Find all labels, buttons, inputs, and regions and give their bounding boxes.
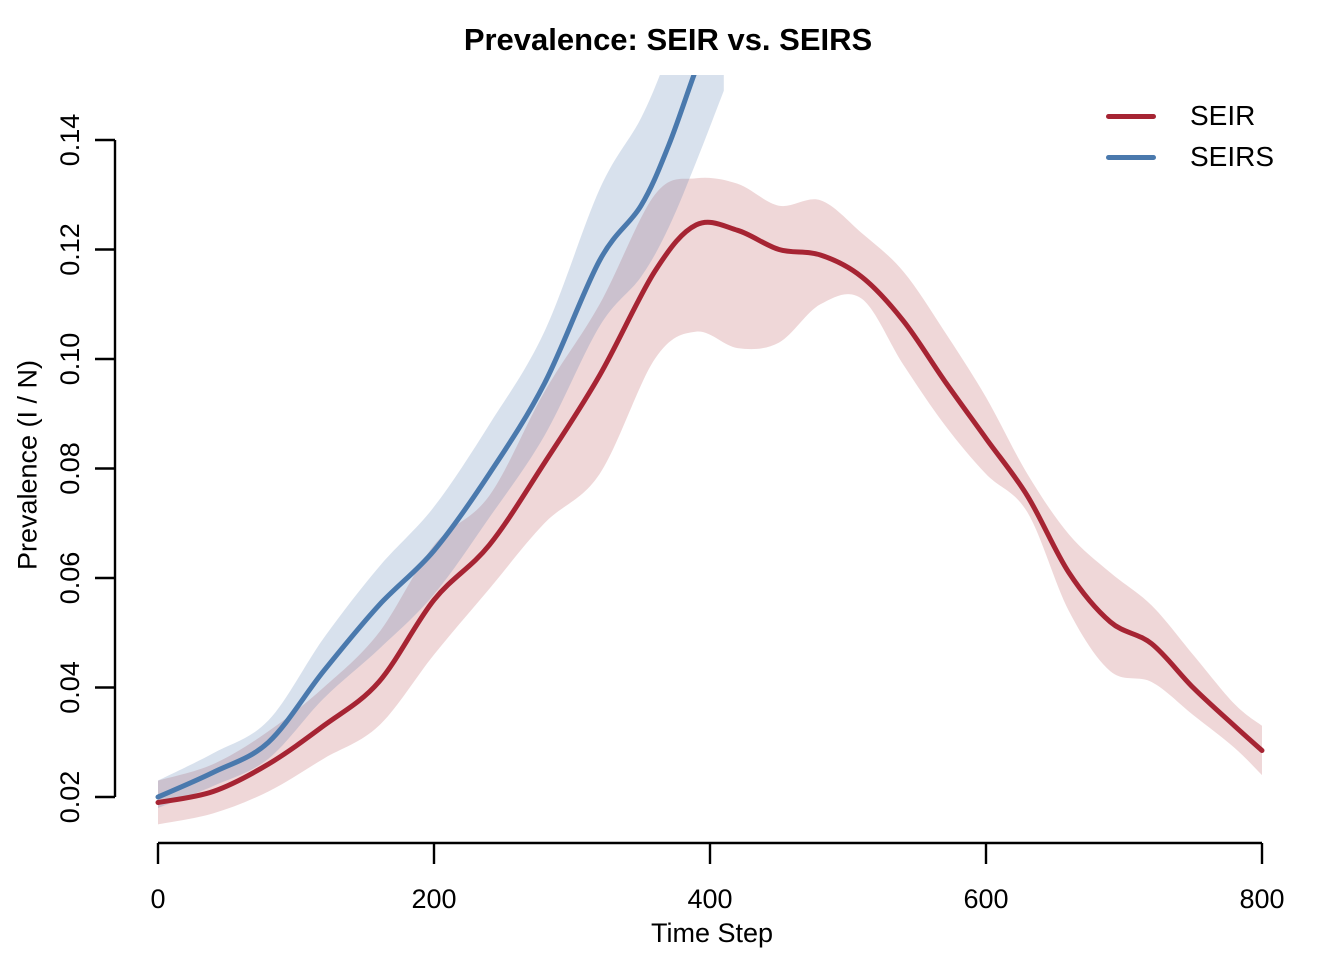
x-tick-label: 400 [687,884,732,914]
x-tick-label: 0 [150,884,165,914]
y-tick-label: 0.04 [55,661,85,714]
y-tick-label: 0.06 [55,552,85,605]
axes: 0.02 0.04 0.06 0.08 0.10 0.12 0.14 0 200 400 600 80… [55,114,1284,914]
seir-confidence-band [158,177,1262,825]
legend: SEIR SEIRS [1106,100,1274,173]
chart-title: Prevalence: SEIR vs. SEIRS [463,22,873,57]
seirs-confidence-band [158,75,724,808]
seir-mean-line [155,219,1265,805]
seirs-mean-line [155,75,697,800]
y-tick-label: 0.02 [55,771,85,824]
x-axis-title: Time Step [650,918,774,948]
y-tick-label: 0.12 [55,223,85,276]
y-tick-label: 0.10 [55,333,85,386]
seir-line-swatch [1106,113,1156,119]
y-tick-label: 0.08 [55,442,85,495]
plot-area [155,75,1265,825]
legend-item-seir: SEIR [1106,100,1274,132]
x-tick-label: 600 [963,884,1008,914]
y-tick-label: 0.14 [55,114,85,167]
legend-item-seirs: SEIRS [1106,141,1274,173]
legend-label-seirs: SEIRS [1190,141,1275,173]
x-tick-label: 200 [411,884,456,914]
x-tick-label: 800 [1239,884,1284,914]
legend-label-seir: SEIR [1190,100,1256,131]
y-axis-title: Prevalence (I / N) [12,359,43,571]
seirs-line-swatch [1106,154,1156,160]
